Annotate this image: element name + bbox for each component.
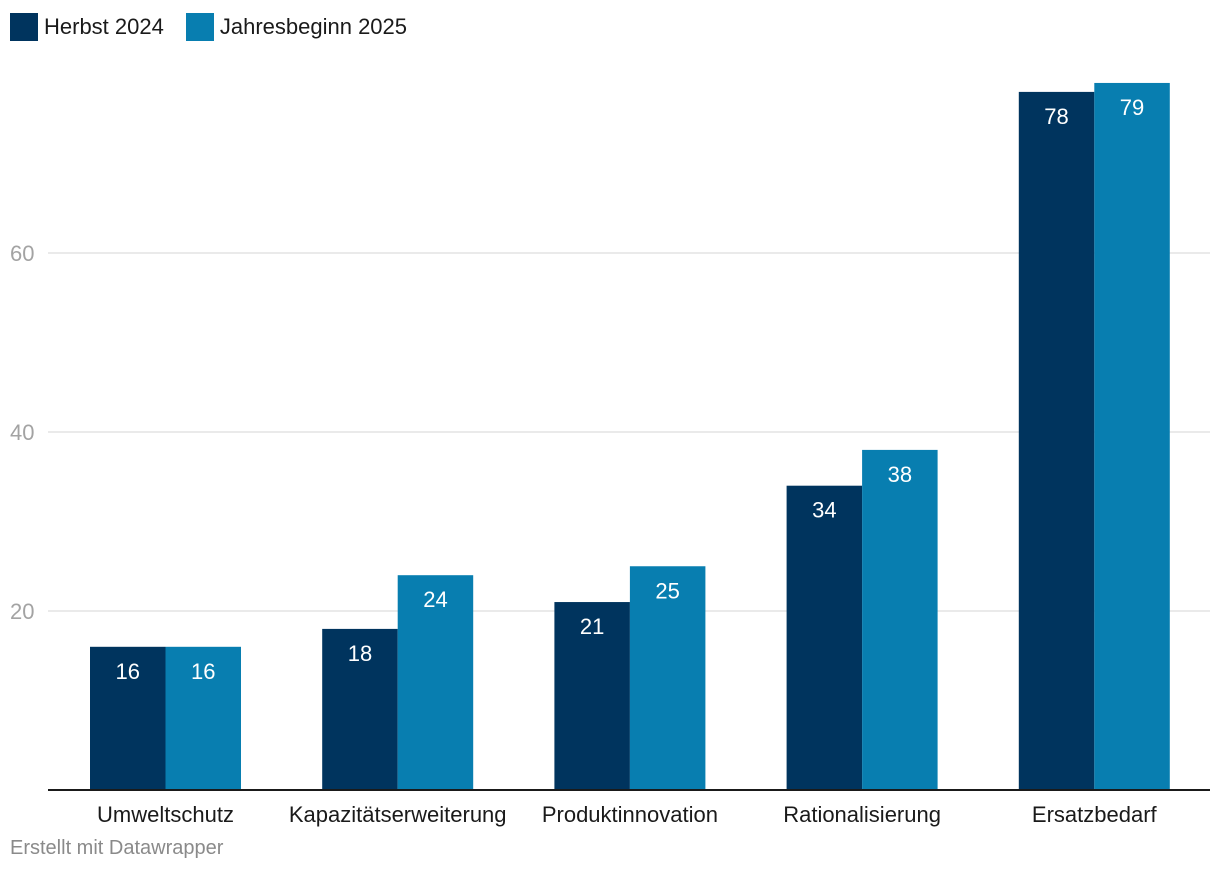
category-label-0: Umweltschutz — [97, 802, 234, 827]
value-label-ersatzbedarf-series-2: 79 — [1120, 95, 1144, 120]
value-label-produktinnovation-series-1: 21 — [580, 614, 604, 639]
bar-ersatzbedarf-series-2 — [1094, 82, 1170, 790]
value-label-kapazit-tserweiterung-series-1: 18 — [348, 641, 372, 666]
legend-label-herbst-2024: Herbst 2024 — [44, 14, 164, 39]
legend-label-jahresbeginn-2025: Jahresbeginn 2025 — [219, 14, 408, 39]
bar-umweltschutz-series-1 — [90, 646, 166, 790]
legend-item-jahresbeginn-2025: Jahresbeginn 2025 — [185, 13, 408, 41]
bar-umweltschutz-series-2 — [165, 646, 241, 790]
bar-rationalisierung-series-2 — [862, 449, 938, 790]
bar-rationalisierung-series-1 — [786, 485, 863, 790]
bar-produktinnovation-series-2 — [629, 566, 706, 790]
legend-item-herbst-2024: Herbst 2024 — [10, 13, 164, 41]
value-label-umweltschutz-series-1: 16 — [116, 659, 140, 684]
legend: Herbst 2024 Jahresbeginn 2025 — [10, 12, 429, 42]
value-label-rationalisierung-series-1: 34 — [812, 498, 836, 523]
y-tick-label-20: 20 — [10, 599, 34, 624]
category-label-2: Produktinnovation — [542, 802, 718, 827]
bar-ersatzbedarf-series-1 — [1018, 91, 1095, 790]
footer-credit: Erstellt mit Datawrapper — [10, 837, 224, 859]
value-label-rationalisierung-series-2: 38 — [888, 462, 912, 487]
legend-swatch-jahresbeginn-2025 — [185, 13, 214, 41]
value-label-ersatzbedarf-series-1: 78 — [1044, 104, 1068, 129]
bar-kapazit-tserweiterung-series-1 — [322, 628, 398, 790]
value-label-produktinnovation-series-2: 25 — [655, 578, 679, 603]
y-tick-label-40: 40 — [10, 420, 34, 445]
bar-kapazit-tserweiterung-series-2 — [397, 575, 474, 790]
legend-swatch-herbst-2024 — [10, 13, 38, 41]
category-label-3: Rationalisierung — [783, 802, 941, 827]
category-label-1: Kapazitätserweiterung — [289, 802, 507, 827]
bar-produktinnovation-series-1 — [554, 602, 630, 790]
value-label-umweltschutz-series-2: 16 — [191, 659, 215, 684]
value-label-kapazit-tserweiterung-series-2: 24 — [423, 587, 447, 612]
category-label-4: Ersatzbedarf — [1032, 802, 1158, 827]
y-tick-label-60: 60 — [10, 241, 34, 266]
